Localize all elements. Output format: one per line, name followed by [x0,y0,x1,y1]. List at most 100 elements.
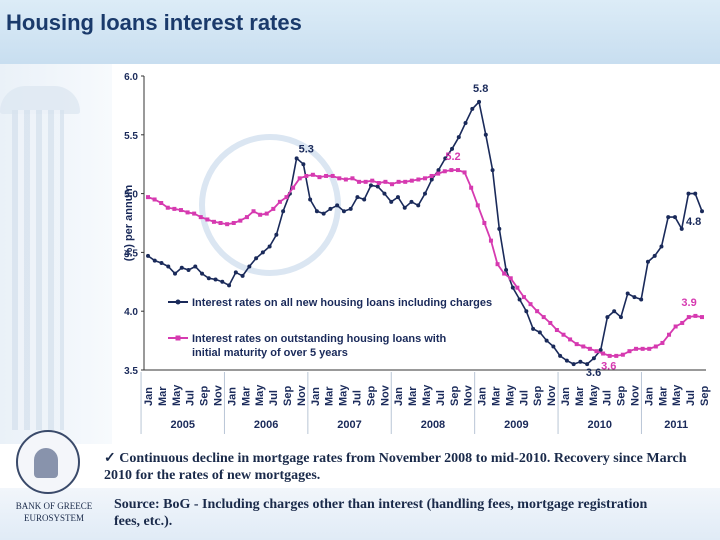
data-point [625,291,630,296]
x-tick-label: Jul [518,390,530,406]
data-point [362,197,367,202]
data-point [686,315,691,320]
data-point [490,168,495,173]
data-point [146,195,150,200]
data-point [612,309,617,314]
x-tick-label: Jul [185,390,197,406]
data-label: 4.8 [686,216,701,228]
column-capital-decoration [0,86,80,114]
data-point [528,302,533,307]
data-point [561,332,566,337]
data-point [449,168,454,173]
data-point [535,309,540,314]
data-point [213,277,218,282]
x-tick-label: May [338,384,350,406]
data-point [416,203,421,208]
x-tick-label: Sep [616,386,628,406]
data-point [186,268,191,273]
x-tick-label: Nov [379,384,391,406]
data-point [165,205,170,210]
data-point [173,271,178,276]
data-point [443,156,448,161]
column-decoration [12,110,64,430]
data-point [581,344,586,349]
data-point [258,212,263,217]
plot-area [144,68,706,432]
data-label: 3.6 [601,361,616,373]
data-point [488,238,493,243]
x-tick-label: Mar [491,386,503,406]
data-point [271,206,276,211]
year-label: 2007 [337,419,361,431]
data-point [294,156,299,161]
data-point [652,253,657,258]
data-point [350,176,355,181]
data-point [578,359,583,364]
x-tick-label: Mar [240,386,252,406]
legend-label: Interest rates on outstanding housing lo… [192,333,447,359]
data-point [483,132,488,137]
data-point [639,297,644,302]
data-point [233,270,238,275]
data-point [634,346,639,351]
data-point [502,271,507,276]
data-point [409,199,414,204]
data-point [442,169,447,174]
y-tick-label: 6.0 [124,72,138,83]
x-tick-label: Jan [560,387,572,406]
data-point [632,295,637,300]
source-note: Source: BoG - Including charges other th… [114,497,648,529]
data-point [614,353,619,358]
data-point [598,348,603,353]
data-point [571,362,576,367]
data-point [524,309,529,314]
x-tick-label: Nov [630,384,642,406]
data-point [179,265,184,270]
data-point [436,171,441,176]
x-tick-label: Mar [407,386,419,406]
data-point [317,175,322,180]
x-tick-label: May [504,384,516,406]
data-point [504,268,509,273]
data-point [247,264,252,269]
data-point [402,205,407,210]
data-point [544,338,549,343]
data-point [277,199,282,204]
data-point [510,285,515,290]
data-point [343,177,348,182]
data-point [574,342,579,347]
x-tick-label: Jul [685,390,697,406]
data-point [645,259,650,264]
data-point [389,199,394,204]
data-point [172,206,177,211]
data-point [508,276,513,281]
bank-name-line1: BANK OF GREECE [15,501,93,511]
x-tick-label: Sep [365,386,377,406]
data-point [264,211,269,216]
data-point [660,340,665,345]
data-label: 5.2 [445,151,460,163]
data-point [198,215,203,220]
data-point [192,211,197,216]
data-point [585,362,590,367]
data-label: 5.3 [299,143,314,155]
data-point [337,176,342,181]
page-title: Housing loans interest rates [6,10,302,35]
x-tick-label: Jul [602,390,614,406]
x-tick-label: Nov [546,384,558,406]
x-tick-label: Nov [463,384,475,406]
data-point [470,106,475,111]
x-tick-label: Nov [296,384,308,406]
data-point [225,222,230,227]
y-tick-label: 4.5 [124,248,138,259]
data-point [469,185,474,190]
bottom-band [0,488,720,540]
data-point [297,176,302,181]
y-tick-label: 5.0 [124,190,138,201]
data-point [450,146,455,151]
data-point [376,181,381,186]
legend-marker [175,335,181,341]
data-point [423,191,427,196]
data-point [395,195,400,200]
